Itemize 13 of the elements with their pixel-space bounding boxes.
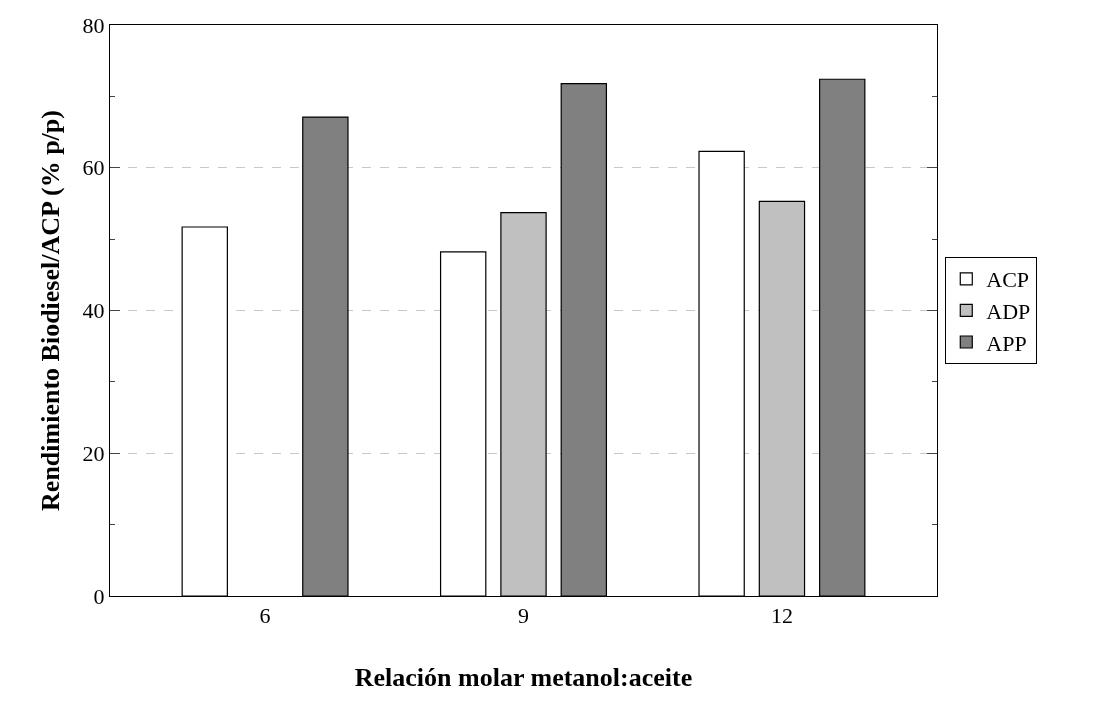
- y-axis-title: Rendimiento Biodiesel/ACP (% p/p): [36, 110, 65, 511]
- x-tick-label: 12: [770, 603, 793, 629]
- legend-label: ADP: [986, 298, 1031, 324]
- legend-label: APP: [986, 330, 1027, 356]
- y-tick-label: 0: [93, 583, 105, 609]
- legend-label: ACP: [986, 267, 1030, 293]
- y-tick-label: 20: [82, 440, 105, 466]
- y-tick-label: 80: [82, 12, 105, 38]
- x-tick-label: 6: [259, 603, 271, 629]
- y-tick-label: 40: [82, 298, 105, 324]
- x-axis-title: Relación molar metanol:aceite: [354, 663, 693, 693]
- x-tick-label: 9: [518, 603, 529, 629]
- y-tick-label: 60: [82, 155, 105, 181]
